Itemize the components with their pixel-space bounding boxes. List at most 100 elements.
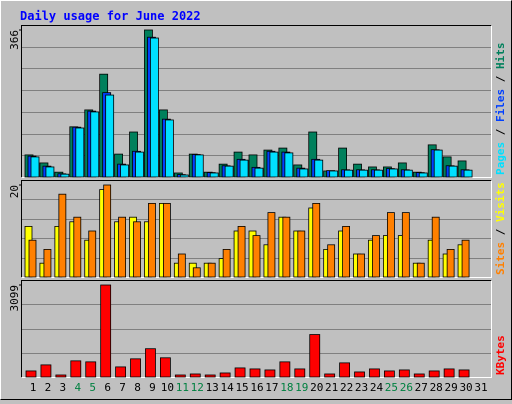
bar	[458, 369, 470, 378]
bar	[357, 253, 365, 278]
x-tick-label: 24	[370, 381, 384, 394]
x-tick-label: 15	[235, 381, 248, 394]
legend-separator: /	[494, 222, 507, 242]
bar	[115, 366, 126, 378]
plot-border	[21, 180, 492, 278]
bar	[398, 369, 410, 378]
x-tick-label: 23	[355, 381, 368, 394]
bar	[312, 202, 321, 278]
x-tick-label: 9	[149, 381, 156, 394]
plot-border	[21, 280, 492, 378]
bar	[174, 374, 186, 378]
x-tick-label: 21	[325, 381, 338, 394]
x-tick-label: 4	[74, 381, 81, 394]
legend-entry: KBytes	[494, 335, 507, 375]
x-tick-label: 28	[430, 381, 443, 394]
bar	[324, 373, 336, 378]
bar	[339, 362, 351, 378]
x-tick-label: 7	[119, 381, 126, 394]
bar	[264, 369, 276, 378]
x-tick-label: 14	[221, 381, 235, 394]
bar	[159, 357, 171, 378]
bar	[416, 262, 425, 278]
bar	[150, 37, 159, 178]
bar	[30, 156, 40, 178]
bar	[237, 225, 246, 278]
bar	[254, 167, 264, 178]
bar	[448, 165, 458, 178]
bar	[433, 149, 443, 178]
bar	[120, 164, 129, 178]
x-tick-label: 5	[89, 381, 96, 394]
bar	[388, 168, 398, 178]
bar	[428, 370, 440, 378]
bar	[294, 368, 306, 378]
x-tick-label: 17	[265, 381, 278, 394]
x-tick-label: 16	[250, 381, 263, 394]
plot-border	[21, 180, 492, 278]
bar	[463, 169, 473, 178]
legend-entry: Sites	[494, 242, 507, 275]
x-tick-label: 29	[445, 381, 458, 394]
bar	[58, 193, 67, 278]
bar	[314, 159, 324, 178]
bar	[344, 169, 354, 178]
bar	[162, 202, 171, 278]
bar	[45, 166, 55, 178]
bar	[219, 372, 231, 378]
x-tick-label: 3	[60, 381, 67, 394]
x-tick-label: 30	[459, 381, 472, 394]
bar	[70, 360, 82, 378]
legend: Sites / Visits	[494, 182, 507, 275]
bar	[179, 174, 189, 178]
bar	[194, 154, 204, 178]
bar	[403, 169, 413, 178]
bar	[204, 374, 216, 378]
legend: KBytes	[494, 335, 507, 375]
bar	[222, 248, 231, 278]
bar	[88, 230, 97, 278]
bar	[103, 184, 112, 278]
legend-separator: /	[494, 122, 507, 142]
bar	[25, 370, 37, 378]
bar	[297, 230, 306, 278]
bar	[279, 361, 291, 378]
bar	[372, 235, 380, 278]
bar	[209, 172, 219, 178]
bar	[342, 225, 351, 278]
bar	[383, 370, 395, 378]
bar	[75, 127, 85, 178]
bar	[40, 364, 52, 378]
x-tick-label: 2	[45, 381, 52, 394]
x-tick-label: 8	[134, 381, 141, 394]
bar	[446, 248, 455, 278]
bar	[164, 119, 174, 178]
bar	[207, 262, 216, 278]
x-tick-label: 19	[295, 381, 308, 394]
bar	[369, 368, 380, 378]
y-tick-label: 20	[8, 185, 21, 198]
bar	[309, 334, 321, 378]
x-tick-label: 22	[340, 381, 353, 394]
x-tick-label: 26	[400, 381, 413, 394]
bar	[282, 216, 291, 278]
bar	[130, 358, 141, 378]
bar	[43, 248, 52, 278]
x-tick-label: 1	[30, 381, 37, 394]
bar	[189, 373, 201, 378]
bar	[28, 239, 37, 278]
x-tick-label: 31	[474, 381, 487, 394]
bar	[249, 368, 261, 378]
bar	[401, 212, 410, 278]
x-tick-label: 6	[104, 381, 111, 394]
bar	[85, 361, 97, 378]
x-tick-label: 11	[176, 381, 189, 394]
bar	[148, 202, 156, 278]
legend-entry: Visits	[494, 182, 507, 222]
bar	[73, 216, 82, 278]
x-tick-label: 13	[206, 381, 219, 394]
legend-entry: Pages	[494, 142, 507, 175]
bar	[329, 170, 339, 178]
